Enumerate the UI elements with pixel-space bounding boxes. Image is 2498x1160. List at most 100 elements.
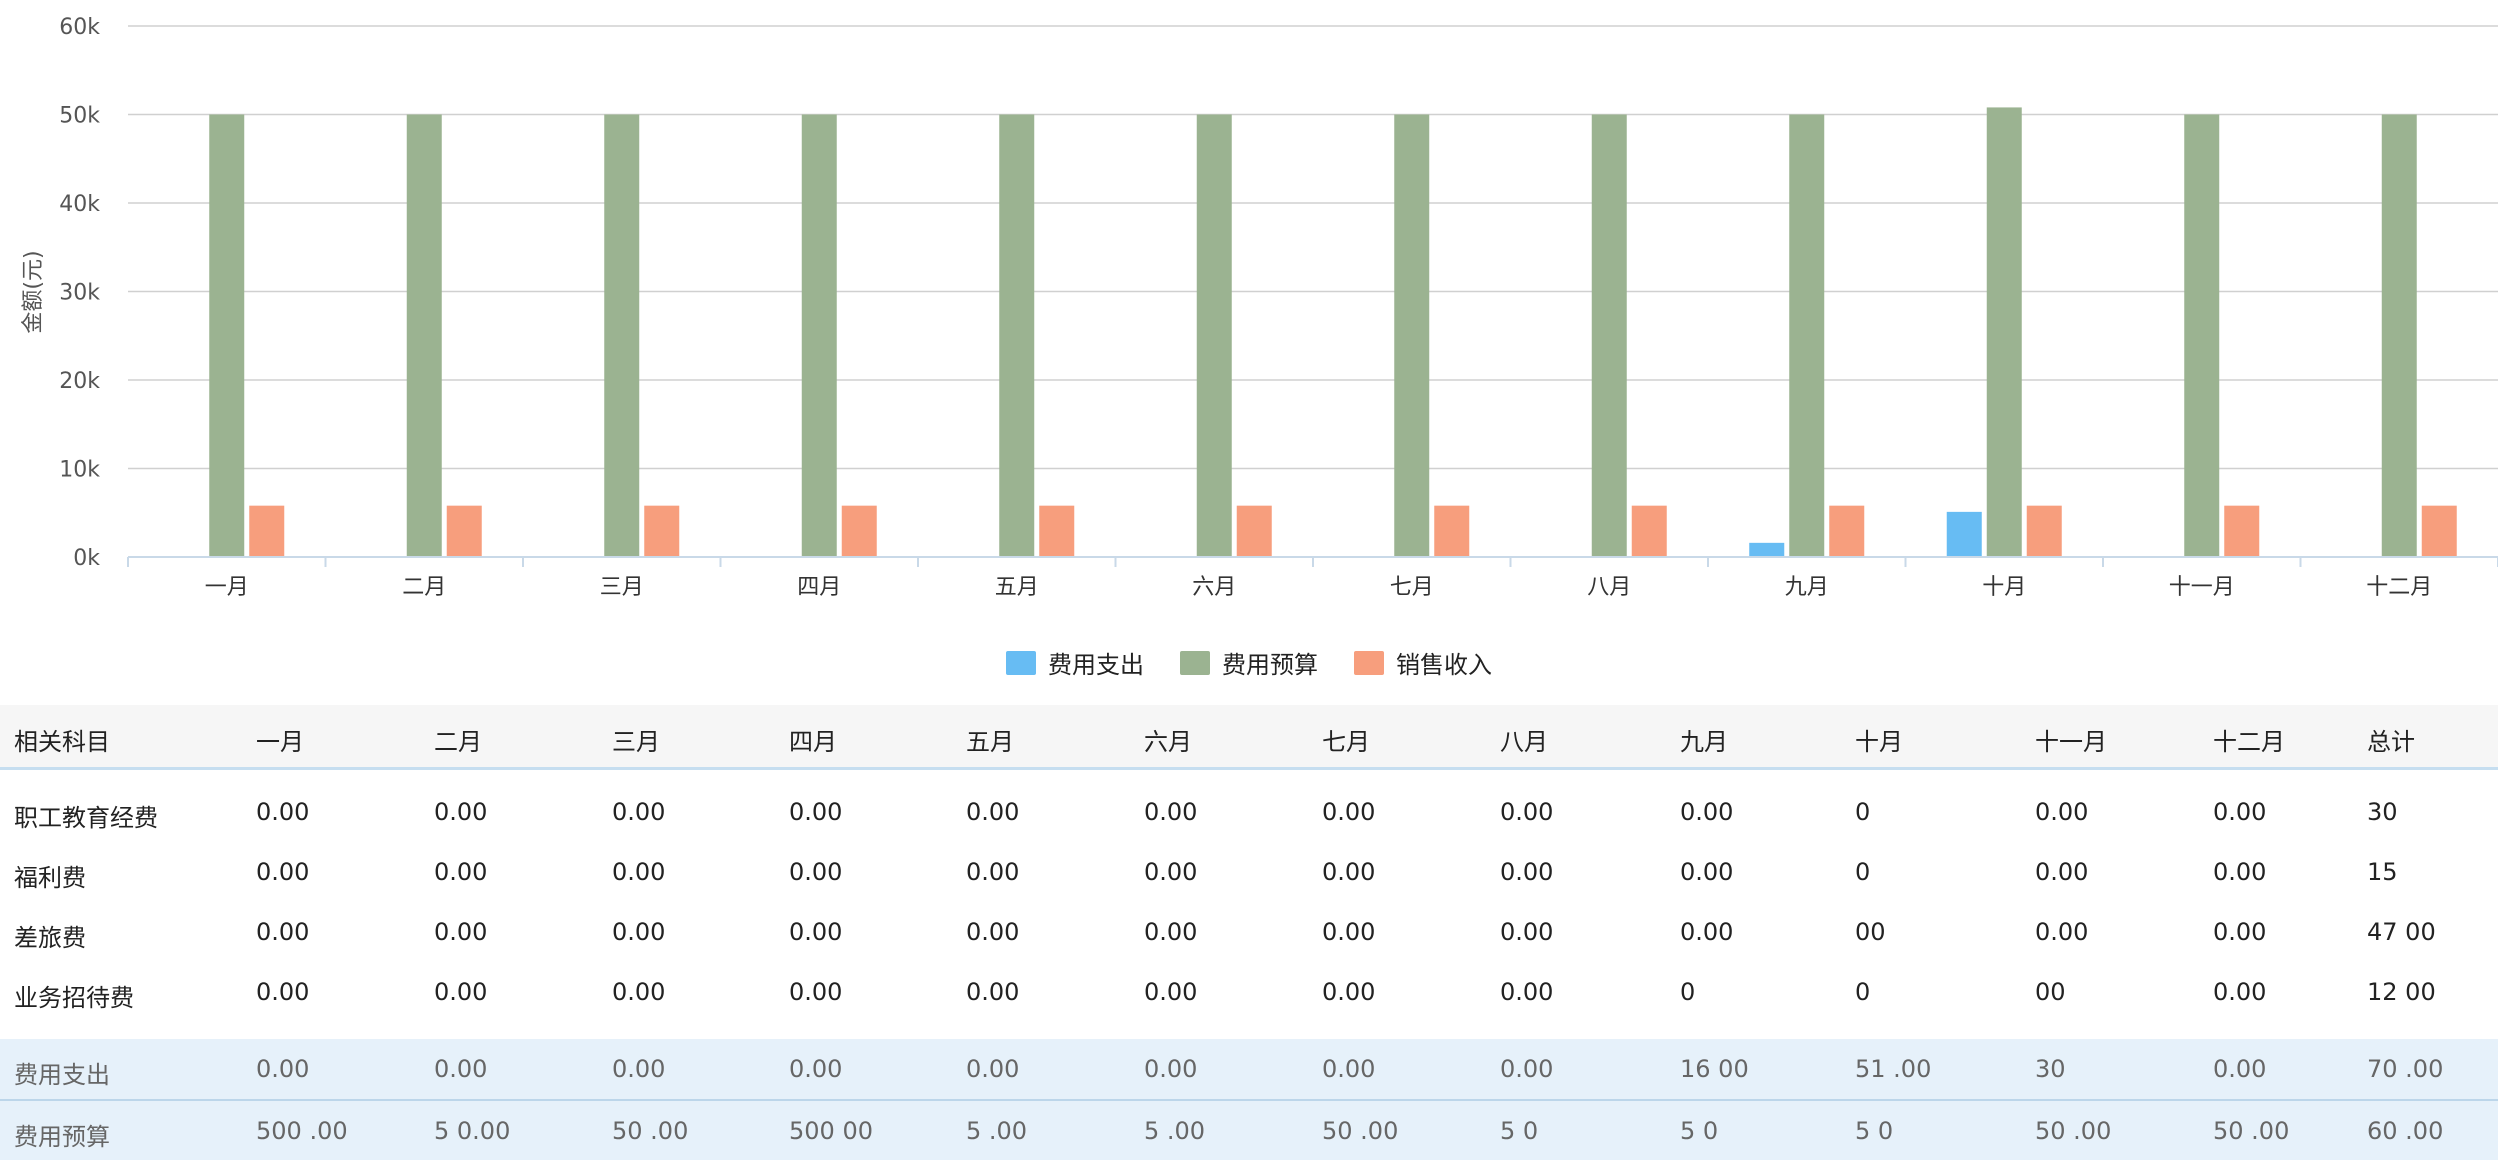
table-cell: 0.00: [2035, 918, 2089, 946]
x-tick-label: 九月: [1785, 575, 1829, 600]
table-cell: 47 00: [2367, 918, 2436, 946]
bar-sales[interactable]: [249, 505, 285, 557]
table-header-cell[interactable]: 十月: [1855, 728, 1903, 756]
summary-cell: 50 .00: [2035, 1117, 2112, 1145]
table-row[interactable]: 福利费 0.00 0.00 0.00 0.00 0.00 0.00 0.00 0.00 0.00 0…: [0, 842, 2498, 902]
table-cell: 0.00: [1500, 918, 1554, 946]
bar-budget[interactable]: [2381, 114, 2417, 558]
bar-sales[interactable]: [2026, 505, 2062, 557]
table-header-cell[interactable]: 二月: [434, 728, 482, 756]
bar-sales[interactable]: [1631, 505, 1667, 557]
bar-sales[interactable]: [2421, 505, 2457, 557]
table-cell: 0: [1855, 798, 1871, 826]
table-cell: 0.00: [434, 918, 488, 946]
bar-budget[interactable]: [2184, 114, 2220, 558]
legend-swatch-sales: [1354, 650, 1384, 675]
x-tick-label: 一月: [205, 575, 249, 600]
bar-sales[interactable]: [2224, 505, 2260, 557]
table-cell: 0.00: [2035, 798, 2089, 826]
table-cell: 0.00: [789, 918, 843, 946]
bar-sales[interactable]: [1434, 505, 1470, 557]
table-row-label: 业务招待费: [14, 984, 134, 1012]
legend-swatch-expense: [1006, 650, 1036, 675]
table-cell: 00: [2035, 978, 2066, 1006]
table-cell: 0.00: [612, 918, 666, 946]
table-summary-row[interactable]: 费用支出 0.00 0.00 0.00 0.00 0.00 0.00 0.00 0.00 16 0…: [0, 1039, 2498, 1099]
table-header-cell[interactable]: 相关科目: [14, 728, 110, 756]
y-axis-ticks: 0k 10k 20k 30k 40k 50k 60k: [59, 15, 100, 571]
table-row[interactable]: 差旅费 0.00 0.00 0.00 0.00 0.00 0.00 0.00 0.00 0.00 0…: [0, 902, 2498, 962]
bar-budget[interactable]: [801, 114, 837, 558]
table-cell: 0.00: [1680, 798, 1734, 826]
bar-expense[interactable]: [1946, 511, 1982, 557]
table-cell: 0.00: [789, 798, 843, 826]
table-header-cell[interactable]: 五月: [966, 728, 1014, 756]
table-header-cell[interactable]: 六月: [1144, 728, 1192, 756]
table-cell: 0.00: [789, 858, 843, 886]
gridlines: [128, 25, 2498, 470]
table-cell: 15: [2367, 858, 2398, 886]
table-row[interactable]: 职工教育经费 0.00 0.00 0.00 0.00 0.00 0.00 0.00 0.00 0.…: [0, 782, 2498, 842]
table-cell: 0.00: [1500, 978, 1554, 1006]
legend-item-sales[interactable]: 销售收入: [1354, 645, 1492, 680]
table-cell: 0.00: [2213, 918, 2267, 946]
table-cell: 0.00: [434, 798, 488, 826]
table-row[interactable]: 业务招待费 0.00 0.00 0.00 0.00 0.00 0.00 0.00 0.00 0 0 0…: [0, 962, 2498, 1022]
y-tick-label: 20k: [59, 369, 100, 394]
table-header-cell[interactable]: 九月: [1680, 728, 1728, 756]
summary-cell: 0.00: [1322, 1055, 1376, 1083]
table-cell: 0.00: [1680, 858, 1734, 886]
data-table: 相关科目 一月 二月 三月 四月 五月 六月 七月 八月 九月 十月 十一月 十二月 总计 职工教育经费 0…: [0, 705, 2498, 1160]
bar-sales[interactable]: [841, 505, 877, 557]
table-header-cell[interactable]: 十二月: [2213, 728, 2285, 756]
table-cell: 00: [1855, 918, 1886, 946]
table-cell: 0.00: [256, 978, 310, 1006]
table-header-cell[interactable]: 十一月: [2035, 728, 2107, 756]
bar-budget[interactable]: [1789, 114, 1825, 558]
table-header-cell[interactable]: 总计: [2367, 728, 2415, 756]
bar-sales[interactable]: [1039, 505, 1075, 557]
table-summary-row[interactable]: 费用预算 500 .00 5 0.00 50 .00 500 00 5 .00 5 .00 5…: [0, 1101, 2498, 1160]
table-cell: 0.00: [256, 858, 310, 886]
summary-cell: 50 .00: [612, 1117, 689, 1145]
bar-budget[interactable]: [1591, 114, 1627, 558]
summary-cell: 5 0: [1680, 1117, 1719, 1145]
legend-item-budget[interactable]: 费用预算: [1180, 645, 1318, 680]
table-cell: 0.00: [2213, 798, 2267, 826]
table-cell: 0.00: [789, 978, 843, 1006]
bar-budget[interactable]: [1196, 114, 1232, 558]
bar-budget[interactable]: [999, 114, 1035, 558]
bar-sales[interactable]: [1829, 505, 1865, 557]
table-cell: 0.00: [1322, 918, 1376, 946]
table-cell: 0.00: [1322, 858, 1376, 886]
table-cell: 0.00: [612, 978, 666, 1006]
y-tick-label: 0k: [73, 546, 100, 571]
bar-expense[interactable]: [1749, 542, 1785, 557]
bar-budget[interactable]: [209, 114, 245, 558]
bar-sales[interactable]: [1236, 505, 1272, 557]
table-header-cell[interactable]: 七月: [1322, 728, 1370, 756]
bar-sales[interactable]: [644, 505, 680, 557]
table-cell: 0.00: [1144, 918, 1198, 946]
legend-label-expense: 费用支出: [1048, 651, 1144, 679]
bar-budget[interactable]: [1394, 114, 1430, 558]
x-tick-label: 五月: [995, 575, 1039, 600]
bar-budget[interactable]: [604, 114, 640, 558]
legend-label-sales: 销售收入: [1396, 651, 1492, 679]
summary-cell: 5 0: [1500, 1117, 1539, 1145]
x-tick-label: 十一月: [2169, 575, 2235, 600]
table-header-cell[interactable]: 一月: [256, 728, 304, 756]
bar-budget[interactable]: [406, 114, 442, 558]
legend-item-expense[interactable]: 费用支出: [1006, 645, 1144, 680]
bar-budget[interactable]: [1986, 107, 2022, 558]
table-header-cell[interactable]: 八月: [1500, 728, 1548, 756]
table-header-cell[interactable]: 三月: [612, 728, 660, 756]
table-cell: 0.00: [966, 918, 1020, 946]
bar-sales[interactable]: [446, 505, 482, 557]
table-cell: 0: [1680, 978, 1696, 1006]
table-cell: 0.00: [1322, 798, 1376, 826]
table-header-cell[interactable]: 四月: [789, 728, 837, 756]
table-cell: 30: [2367, 798, 2398, 826]
x-tick-label: 十月: [1982, 575, 2026, 600]
table-cell: 0.00: [1144, 798, 1198, 826]
